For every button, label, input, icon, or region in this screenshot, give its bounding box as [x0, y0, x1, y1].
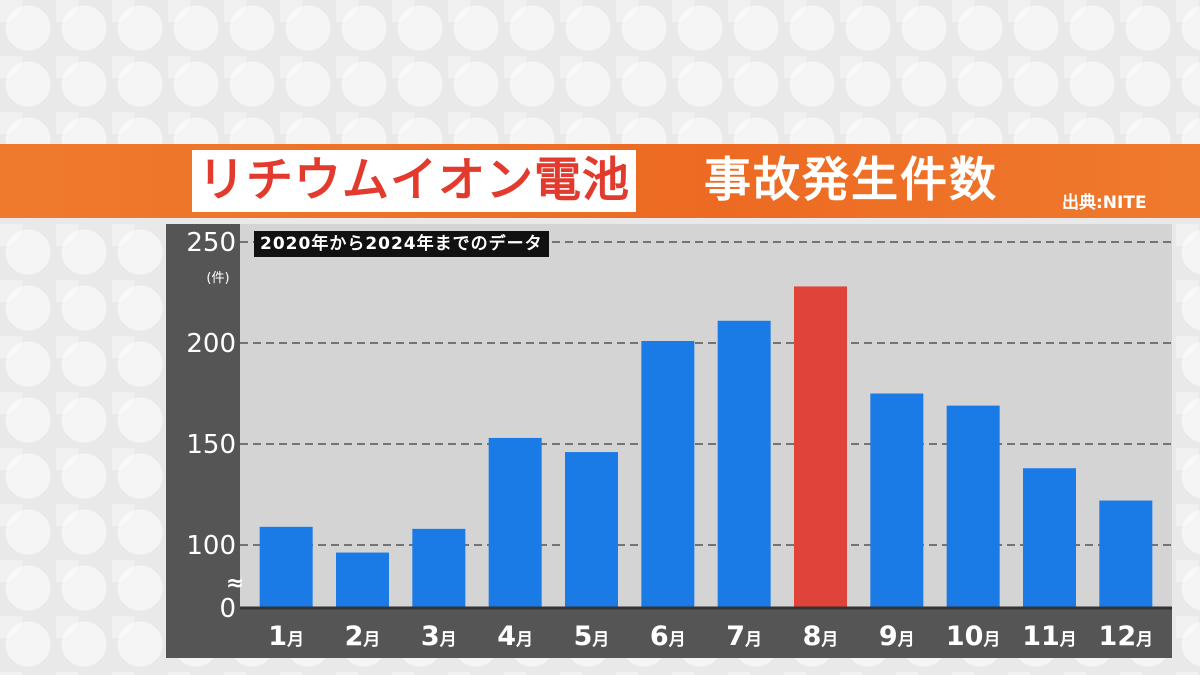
bar-4 [488, 437, 542, 608]
x-tick-label: 9月 [879, 621, 915, 652]
axis-break-symbol: ≈ [226, 571, 245, 596]
x-tick-label: 2月 [345, 621, 381, 652]
bar-11 [1023, 468, 1076, 608]
y-tick-label: 150 [186, 430, 236, 460]
y-tick-label: 0 [219, 594, 236, 624]
bar-1 [259, 526, 313, 608]
source-label: 出典:NITE [1062, 193, 1147, 213]
x-tick-label: 10月 [946, 621, 1001, 652]
bar-2 [336, 552, 389, 608]
bar-5 [565, 452, 618, 608]
y-tick-labels: 250 200 150 100 0 (件) [186, 228, 236, 624]
bar-10 [946, 405, 1000, 608]
bar-8 [794, 286, 847, 608]
x-tick-label: 11月 [1022, 621, 1077, 652]
bar-3 [412, 528, 466, 608]
y-unit-label: (件) [206, 271, 229, 286]
x-tick-label: 1月 [268, 621, 304, 652]
x-tick-label: 6月 [650, 621, 686, 652]
y-tick-label: 250 [186, 228, 236, 258]
bars [259, 286, 1153, 608]
x-tick-label: 4月 [497, 621, 533, 652]
y-tick-label: 100 [186, 531, 236, 561]
x-tick-label: 5月 [574, 621, 610, 652]
bar-6 [641, 340, 695, 608]
x-tick-label: 3月 [421, 621, 457, 652]
bar-9 [870, 393, 924, 608]
chart-title-sub: 事故発生件数 [704, 153, 998, 208]
bar-12 [1099, 500, 1153, 608]
chart-subtitle: 2020年から2024年までのデータ [254, 231, 549, 257]
x-tick-label: 8月 [803, 621, 839, 652]
chart-title: リチウムイオン電池 [192, 150, 636, 212]
bar-7 [717, 320, 771, 608]
plot-area [240, 224, 1172, 608]
x-tick-label: 12月 [1099, 621, 1154, 652]
x-tick-labels: 1月 2月 3月 4月 5月 6月 7月 8月 9月 10月 11月 12月 [268, 621, 1153, 652]
y-tick-label: 200 [186, 329, 236, 359]
x-tick-label: 7月 [726, 621, 762, 652]
